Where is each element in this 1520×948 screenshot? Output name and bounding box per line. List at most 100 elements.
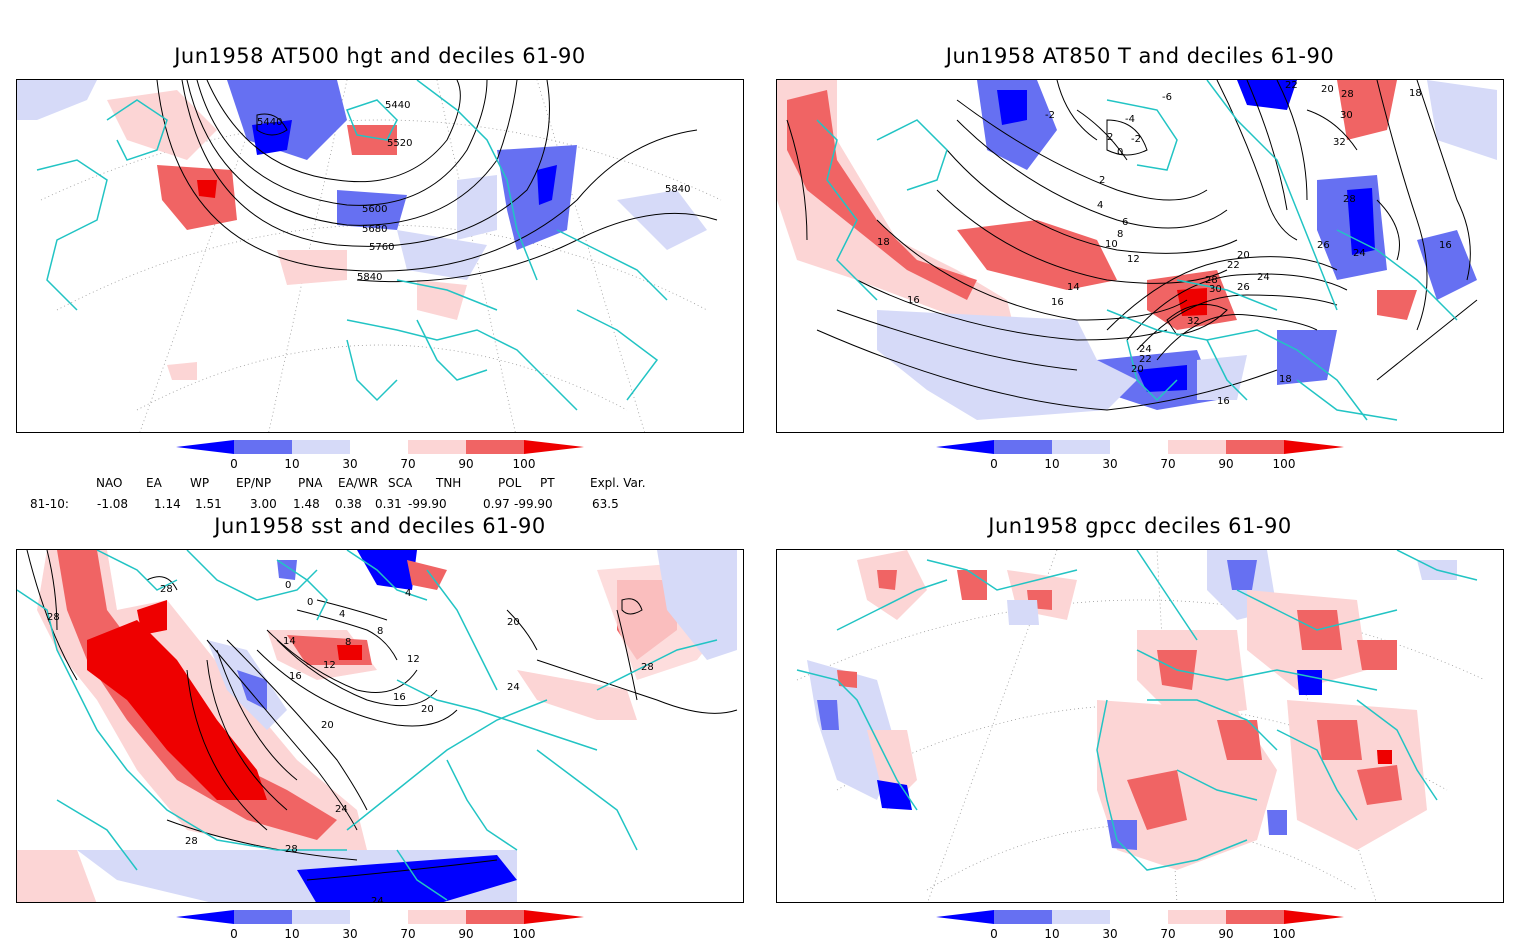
colorbar-tick-label: 0 (230, 457, 238, 471)
contour-label: 2 (1099, 175, 1105, 186)
colorbar-arrow-high (1284, 910, 1344, 924)
contour-label: 24 (335, 804, 348, 815)
index-row-label: 81-10: (30, 497, 69, 511)
contour-label: 28 (185, 836, 198, 847)
panel-title-gpcc: Jun1958 gpcc deciles 61-90 (988, 514, 1292, 538)
colorbar-tick-label: 100 (513, 457, 536, 471)
temperature-contours (786, 80, 1478, 411)
colorbar-tick-label: 30 (342, 457, 357, 471)
contour-label: 26 (1317, 240, 1330, 251)
colorbar-segment (1110, 910, 1168, 924)
contour-label: 24 (507, 682, 520, 693)
index-name-epnp: EP/NP (236, 476, 272, 490)
index-value-wp: 1.51 (195, 497, 222, 511)
index-values-row: 81-10: -1.08 1.14 1.51 3.00 1.48 0.38 0.… (0, 497, 700, 513)
contour-labels: -6 -4 -2 -2 2 0 2 4 6 8 10 12 14 16 16 1… (877, 80, 1452, 407)
colorbar-segment (1226, 910, 1284, 924)
contour-label: 4 (1097, 200, 1103, 211)
colorbar-segment (234, 910, 292, 924)
panel-title-hgt: Jun1958 AT500 hgt and deciles 61-90 (174, 44, 586, 68)
index-name-wp: WP (190, 476, 210, 490)
colorbar-tick-label: 0 (230, 927, 238, 941)
contour-label: 20 (1237, 250, 1250, 261)
map-panel-t850: -6 -4 -2 -2 2 0 2 4 6 8 10 12 14 16 16 1… (776, 79, 1504, 433)
colorbar-top-right: 0 10 30 70 90 100 (936, 440, 1344, 471)
index-name-eawr: EA/WR (338, 476, 379, 490)
contour-label: 20 (507, 617, 520, 628)
index-value-eawr: 0.38 (335, 497, 362, 511)
contour-label: 5840 (665, 184, 690, 195)
contour-label: 5760 (369, 242, 394, 253)
index-name-pna: PNA (298, 476, 323, 490)
contour-label: 0 (307, 597, 313, 608)
colorbar-segment (408, 440, 466, 454)
index-value-tnh: -99.90 (408, 497, 447, 511)
contour-label: 28 (641, 662, 654, 673)
colorbar-arrow-high (1284, 440, 1344, 454)
contour-label: 5840 (357, 272, 382, 283)
index-value-pt: -99.90 (514, 497, 553, 511)
contour-label: 18 (877, 237, 890, 248)
map-hgt: 5440 5440 5520 5600 5680 5760 5840 5840 (17, 80, 722, 432)
contour-label: 28 (1205, 275, 1218, 286)
colorbar-tick-label: 90 (458, 927, 473, 941)
colorbar-tick-label: 100 (1273, 457, 1296, 471)
colorbar-tick-label: 30 (342, 927, 357, 941)
index-name-pol: POL (498, 476, 522, 490)
colorbar-arrow-high (524, 910, 584, 924)
colorbar-segment (350, 440, 408, 454)
contour-label: 16 (1217, 396, 1230, 407)
coastlines (796, 550, 1478, 871)
map-panel-hgt: 5440 5440 5520 5600 5680 5760 5840 5840 (16, 79, 744, 433)
colorbar-segment (1052, 440, 1110, 454)
colorbar-segment (408, 910, 466, 924)
colorbar-segment (234, 440, 292, 454)
colorbar-segment (466, 440, 524, 454)
contour-label: 8 (1117, 229, 1123, 240)
contour-label: 4 (405, 588, 411, 599)
panel-title-sst: Jun1958 sst and deciles 61-90 (214, 514, 546, 538)
index-value-pna: 1.48 (293, 497, 320, 511)
colorbar-segment (292, 440, 350, 454)
contour-label: 24 (1353, 248, 1366, 259)
contour-label: 16 (289, 671, 302, 682)
contour-label: 22 (1139, 354, 1152, 365)
contour-label: 26 (1237, 282, 1250, 293)
contour-label: 16 (393, 692, 406, 703)
contour-label: 22 (1285, 80, 1298, 91)
colorbar-segment (994, 440, 1052, 454)
colorbar-tick-label: 0 (990, 927, 998, 941)
colorbar-top-left: 0 10 30 70 90 100 (176, 440, 584, 471)
index-value-nao: -1.08 (97, 497, 129, 511)
colorbar-segment (466, 910, 524, 924)
contour-label: -4 (1125, 114, 1135, 125)
colorbar-arrow-low (176, 910, 234, 924)
contour-label: 5680 (362, 224, 387, 235)
decile-shading (17, 550, 737, 902)
contour-label: 5520 (387, 138, 412, 149)
colorbar-tick-label: 0 (990, 457, 998, 471)
contour-label: -6 (1162, 92, 1172, 103)
colorbar-tick-label: 30 (1102, 927, 1117, 941)
coastlines (816, 80, 1458, 421)
contour-labels: 28 28 0 0 4 4 8 8 12 12 14 16 16 20 20 2… (47, 580, 654, 902)
contour-label: -2 (1131, 134, 1141, 145)
contour-label: 28 (1341, 89, 1354, 100)
contour-label: 28 (285, 844, 298, 855)
colorbar-arrow-low (176, 440, 234, 454)
contour-label: 28 (47, 612, 60, 623)
contour-label: 12 (323, 660, 336, 671)
index-value-pol: 0.97 (483, 497, 510, 511)
contour-label: 20 (421, 704, 434, 715)
map-gpcc (796, 550, 1486, 902)
colorbar-tick-label: 70 (400, 927, 415, 941)
contour-label: 0 (285, 580, 291, 591)
colorbar-tick-label: 90 (1218, 457, 1233, 471)
contour-label: 24 (1139, 344, 1152, 355)
colorbar-arrow-high (524, 440, 584, 454)
index-name-sca: SCA (388, 476, 413, 490)
contour-label: 16 (1051, 297, 1064, 308)
contour-label: 14 (1067, 282, 1080, 293)
colorbar-tick-label: 10 (284, 927, 299, 941)
colorbar-tick-label: 100 (1273, 927, 1296, 941)
